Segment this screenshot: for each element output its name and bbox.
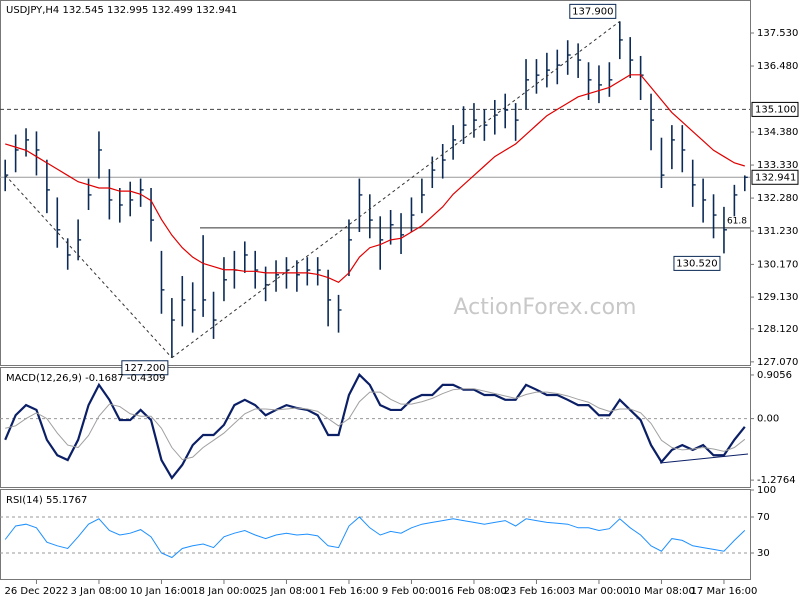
y-tick-label: 30 xyxy=(757,548,770,559)
annotation-box xyxy=(673,255,721,271)
y-tick-label: 70 xyxy=(757,512,770,523)
macd-panel xyxy=(0,367,751,488)
macd-trendline xyxy=(659,453,749,464)
y-tick-label: 100 xyxy=(757,485,776,496)
x-tick-label: 17 Mar 16:00 xyxy=(691,586,758,597)
y-tick-label: -1.2764 xyxy=(757,475,796,486)
trend-line xyxy=(4,174,173,359)
y-tick-label: 133.330 xyxy=(757,160,798,171)
x-tick-label: 10 Mar 08:00 xyxy=(628,586,695,597)
indicator-line xyxy=(4,372,746,480)
indicator-line xyxy=(4,516,746,559)
x-tick-label: 26 Dec 2022 xyxy=(5,586,69,597)
y-tick-label: 127.070 xyxy=(757,357,798,368)
watermark: ActionForex.com xyxy=(454,295,637,320)
y-tick-label: 129.130 xyxy=(757,292,798,303)
x-tick-label: 3 Mar 00:00 xyxy=(569,586,629,597)
x-tick-label: 25 Jan 08:00 xyxy=(255,586,318,597)
annotation-label: 137.900 xyxy=(572,6,613,17)
y-tick-label: 130.170 xyxy=(757,259,798,270)
y-tick-label: 131.230 xyxy=(757,226,798,237)
x-tick-label: 9 Feb 00:00 xyxy=(382,586,441,597)
annotation-label: 127.200 xyxy=(124,363,165,374)
level-label: 132.941 xyxy=(755,172,796,183)
indicator-line xyxy=(5,388,746,461)
annotation-box xyxy=(121,360,169,376)
annotation-label: 130.520 xyxy=(676,258,717,269)
x-tick-label: 1 Feb 16:00 xyxy=(319,586,378,597)
level-label: 135.100 xyxy=(755,104,796,115)
panel-title: USDJPY,H4 132.545 132.995 132.499 132.94… xyxy=(6,5,237,16)
panel-title: RSI(14) 55.1767 xyxy=(6,495,87,506)
price-panel xyxy=(0,0,751,366)
x-tick-label: 16 Feb 08:00 xyxy=(441,586,507,597)
y-tick-label: 132.280 xyxy=(757,193,798,204)
panel-title: MACD(12,26,9) -0.1687 -0.4309 xyxy=(6,373,166,384)
y-tick-label: 134.380 xyxy=(757,127,798,138)
fib-label: 61.8 xyxy=(727,216,747,226)
x-tick-label: 3 Jan 08:00 xyxy=(70,586,127,597)
y-tick-label: 128.120 xyxy=(757,324,798,335)
level-box xyxy=(751,101,799,117)
y-tick-label: 0.9056 xyxy=(757,370,792,381)
y-tick-label: 136.480 xyxy=(757,61,798,72)
moving-average xyxy=(5,74,745,284)
x-tick-label: 23 Feb 16:00 xyxy=(504,586,570,597)
rsi-panel xyxy=(0,489,751,580)
x-tick-label: 18 Jan 00:00 xyxy=(192,586,255,597)
level-box xyxy=(751,169,799,185)
y-tick-label: 0.00 xyxy=(757,414,779,425)
annotation-box xyxy=(569,3,617,19)
x-tick-label: 10 Jan 16:00 xyxy=(130,586,193,597)
y-tick-label: 137.530 xyxy=(757,28,798,39)
